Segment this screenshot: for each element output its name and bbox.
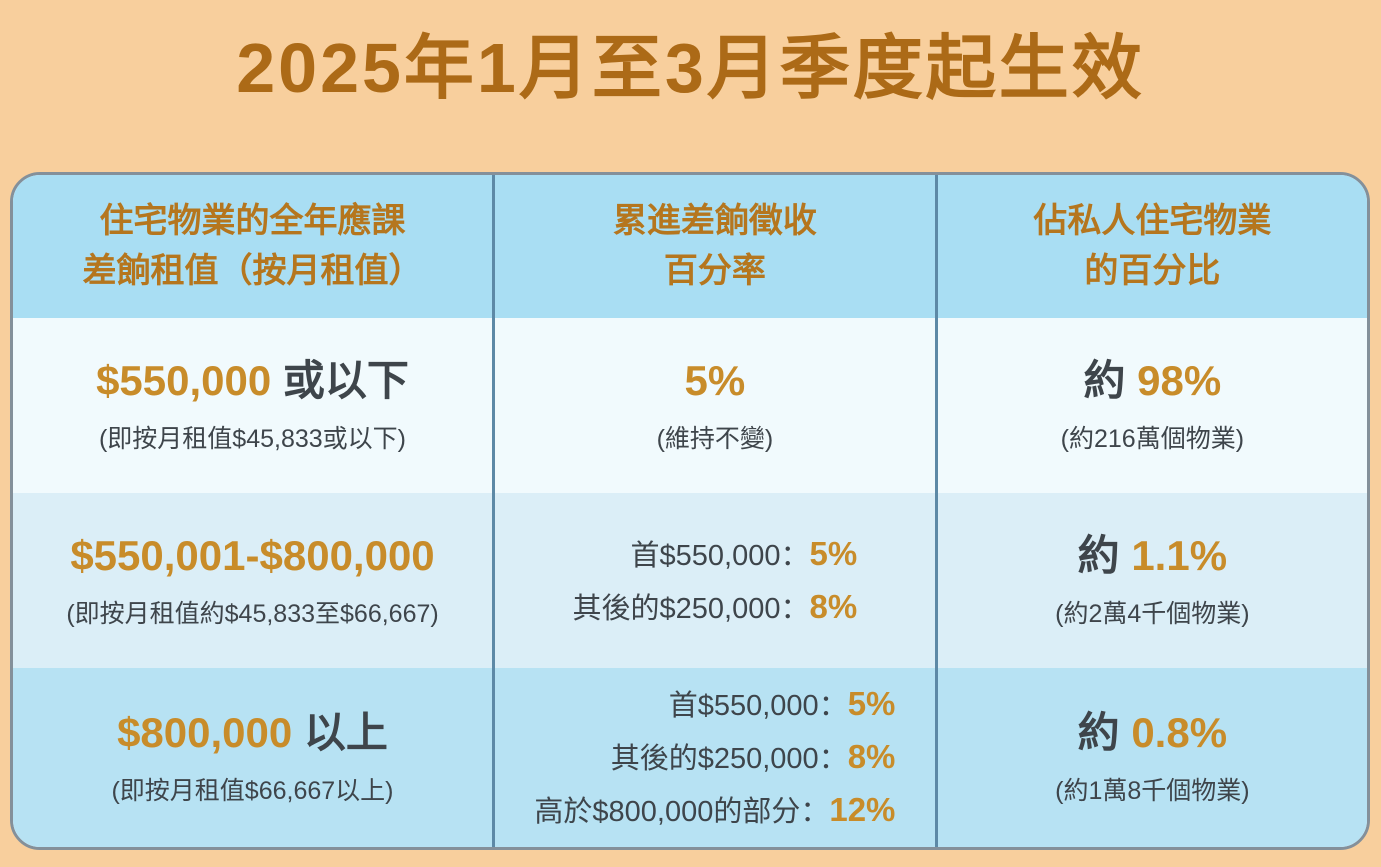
share-value: 0.8% (1131, 709, 1228, 757)
amount-text: $800,000 (117, 709, 293, 757)
amount-text: $550,000 (96, 357, 272, 405)
tier-percent: 12% (829, 790, 896, 828)
rate-note: (維持不變) (656, 424, 774, 453)
header-line: 百分率 (663, 251, 766, 290)
tier-label: 首$550,000： (668, 690, 848, 723)
header-cell-rateable-value: 住宅物業的全年應課 差餉租值（按月租值） (13, 175, 496, 318)
value-note: (即按月租值約$45,833至$66,667) (66, 599, 439, 628)
share-value: 98% (1137, 357, 1222, 405)
header-line: 住宅物業的全年應課 (99, 202, 406, 241)
rate-cell: 5% (維持不變) (495, 318, 938, 493)
share-line: 約 0.8% (1078, 708, 1227, 758)
share-cell: 約 1.1% (約2萬4千個物業) (937, 493, 1367, 668)
rate-cell: 首$550,000：5% 其後的$250,000：8% 高於$800,000的部… (495, 668, 938, 847)
tier-percent: 8% (809, 587, 858, 625)
rateable-value-cell: $800,000 以上 (即按月租值$66,667以上) (13, 668, 496, 847)
amount-suffix: 以上 (292, 709, 388, 757)
rate-tier: 首$550,000：5% (534, 678, 896, 731)
header-line: 累進差餉徵收 (612, 202, 817, 241)
tier-percent: 5% (847, 685, 896, 723)
rate-value: 5% (684, 357, 746, 405)
rate-tier: 首$550,000：5% (573, 528, 858, 581)
rate-cell: 首$550,000：5% 其後的$250,000：8% (495, 493, 938, 668)
rate-tier-list: 首$550,000：5% 其後的$250,000：8% (573, 528, 858, 634)
share-note: (約1萬8千個物業) (1055, 776, 1250, 805)
header-line: 差餉租值（按月租值） (82, 251, 423, 290)
amount-text: $550,001-$800,000 (70, 532, 435, 580)
share-prefix: 約 (1077, 532, 1132, 580)
header-line: 的百分比 (1084, 251, 1221, 290)
share-note: (約2萬4千個物業) (1055, 599, 1250, 628)
share-cell: 約 0.8% (約1萬8千個物業) (937, 668, 1367, 847)
share-value: 1.1% (1131, 532, 1228, 580)
rate-tier: 高於$800,000的部分：12% (534, 784, 895, 837)
tier-percent: 8% (847, 738, 896, 776)
share-line: 約 98% (1084, 356, 1222, 406)
value-note: (即按月租值$45,833或以下) (98, 424, 407, 453)
header-cell-property-share: 佔私人住宅物業 的百分比 (937, 175, 1367, 318)
rate-tier: 其後的$250,000：8% (573, 581, 858, 634)
share-prefix: 約 (1083, 357, 1138, 405)
share-prefix: 約 (1077, 709, 1132, 757)
value-line: $800,000 以上 (117, 708, 388, 758)
rates-table: 住宅物業的全年應課 差餉租值（按月租值） 累進差餉徵收 百分率 佔私人住宅物業 … (10, 172, 1370, 850)
tier-label: 首$550,000： (630, 539, 810, 572)
value-note: (即按月租值$66,667以上) (111, 776, 394, 805)
share-note: (約216萬個物業) (1060, 424, 1245, 453)
tier-label: 其後的$250,000： (572, 592, 810, 625)
header-line: 佔私人住宅物業 (1033, 202, 1272, 241)
value-line: $550,001-$800,000 (70, 531, 434, 581)
rateable-value-cell: $550,000 或以下 (即按月租值$45,833或以下) (13, 318, 496, 493)
rate-tier-list: 首$550,000：5% 其後的$250,000：8% 高於$800,000的部… (534, 678, 895, 836)
share-cell: 約 98% (約216萬個物業) (937, 318, 1367, 493)
tier-label: 其後的$250,000： (610, 743, 848, 776)
share-line: 約 1.1% (1078, 531, 1227, 581)
amount-suffix: 或以下 (271, 357, 409, 405)
rateable-value-cell: $550,001-$800,000 (即按月租值約$45,833至$66,667… (13, 493, 496, 668)
tier-label: 高於$800,000的部分： (534, 795, 830, 828)
tier-percent: 5% (809, 534, 858, 572)
page-title: 2025年1月至3月季度起生效 (236, 29, 1145, 107)
rate-tier: 其後的$250,000：8% (534, 731, 896, 784)
header-cell-rate-percentage: 累進差餉徵收 百分率 (495, 175, 938, 318)
rate-line: 5% (685, 356, 746, 406)
value-line: $550,000 或以下 (96, 356, 409, 406)
